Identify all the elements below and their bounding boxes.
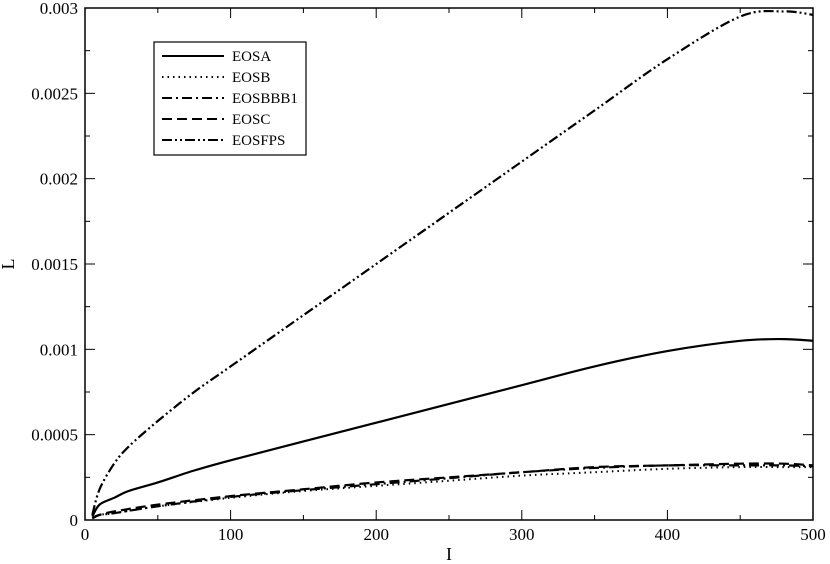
legend-box bbox=[153, 41, 307, 156]
series-lines bbox=[91, 9, 813, 520]
legend-label-eosfps: EOSFPS bbox=[232, 133, 285, 149]
legend: EOSA EOSB EOSBBB1 EOSC EOSFPS bbox=[153, 41, 307, 156]
x-tick-label: 300 bbox=[509, 525, 535, 544]
y-tick-label: 0.001 bbox=[40, 340, 78, 359]
x-tick-label: 500 bbox=[800, 525, 826, 544]
y-tick-label: 0.0005 bbox=[31, 426, 78, 445]
x-tick-label: 0 bbox=[81, 525, 90, 544]
y-tick-label: 0.0015 bbox=[31, 255, 78, 274]
x-tick-label: 400 bbox=[655, 525, 681, 544]
legend-label-eosc: EOSC bbox=[232, 112, 270, 128]
legend-label-eosbbb1: EOSBBB1 bbox=[232, 91, 298, 107]
y-tick-label: 0.003 bbox=[40, 0, 78, 18]
x-axis-label: I bbox=[446, 544, 452, 564]
series-line-eosfps bbox=[91, 9, 813, 516]
x-tick-label: 100 bbox=[218, 525, 244, 544]
legend-label-eosb: EOSB bbox=[232, 70, 270, 86]
series-line-eosc bbox=[91, 462, 813, 520]
y-axis-label: L bbox=[0, 259, 18, 270]
axis-ticks: 0 100 200 300 400 500 0 0.0005 0.001 0.0015 0.002 0… bbox=[31, 0, 826, 544]
series-line-eosbbb1 bbox=[91, 464, 813, 520]
legend-label-eosa: EOSA bbox=[232, 49, 271, 65]
x-tick-label: 200 bbox=[363, 525, 389, 544]
y-tick-label: 0.002 bbox=[40, 170, 78, 189]
series-line-eosa bbox=[91, 337, 813, 518]
series-line-eosb bbox=[91, 465, 813, 520]
y-tick-label: 0.0025 bbox=[31, 84, 78, 103]
y-tick-label: 0 bbox=[70, 511, 79, 530]
